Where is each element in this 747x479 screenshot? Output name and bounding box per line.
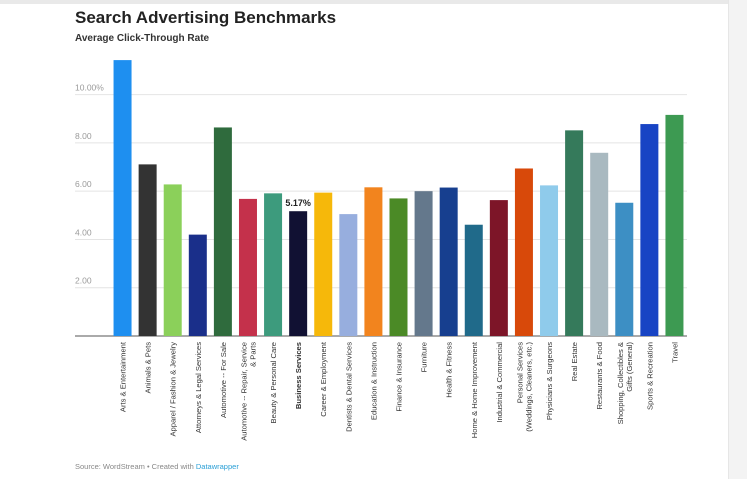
x-tick-label-group: Education & Instruction [369,342,378,420]
bar[interactable] [188,234,207,336]
bar[interactable] [138,164,157,336]
x-tick-label-group: Industrial & Commercial [495,342,504,423]
x-tick-label-group: Finance & Insurance [395,342,404,412]
x-tick-label: Business Services [294,342,303,409]
x-tick-label: Attorneys & Legal Services [194,342,203,433]
x-tick-label-group: Home & Home Improvement [470,341,479,438]
bar[interactable] [163,184,182,336]
bar[interactable] [113,60,132,336]
x-tick-label: Arts & Entertainment [119,341,128,412]
x-tick-label: Career & Employment [319,341,328,417]
y-tick-label: 4.00 [75,227,92,237]
top-edge [0,0,747,4]
x-tick-label: Automotive -- Repair, Service [239,342,248,441]
bar[interactable] [640,124,659,336]
x-tick-label-group: Apparel / Fashion & Jewelry [169,342,178,437]
x-tick-label: Dentists & Dental Services [344,342,353,432]
x-tick-label: Education & Instruction [369,342,378,420]
bar[interactable] [339,214,358,336]
x-tick-label: Industrial & Commercial [495,342,504,423]
x-tick-label-group: Automotive -- For Sale [219,342,228,418]
x-tick-label: Furniture [420,342,429,372]
x-tick-label: Travel [670,342,679,363]
y-tick-label: 10.00% [75,83,104,93]
x-tick-label-group: Dentists & Dental Services [344,342,353,432]
x-tick-label: Automotive -- For Sale [219,342,228,418]
x-tick-label-group: Shopping, Collectibles & Gifts (General) [616,342,634,425]
x-tick-label-group: Business Services [294,342,303,409]
bar[interactable] [289,211,308,336]
chart-subtitle: Average Click-Through Rate [75,33,210,44]
bar[interactable] [364,187,383,336]
bar[interactable] [615,202,634,336]
bar[interactable] [414,191,433,336]
category-labels: Arts & Entertainment Animals & Pets Appare… [119,341,680,441]
chart-title: Search Advertising Benchmarks [75,8,337,27]
x-tick-label: Physicians & Surgeons [545,342,554,420]
y-tick-label: 2.00 [75,276,92,286]
x-tick-label-group: Automotive -- Repair, Service & Parts [239,342,257,441]
x-tick-label-group: Health & Fitness [445,342,454,398]
bar[interactable] [439,187,458,336]
x-tick-label-group: Physicians & Surgeons [545,342,554,420]
x-tick-label-group: Career & Employment [319,341,328,417]
x-tick-label: Real Estate [570,342,579,381]
x-tick-label-group: Personal Services (Weddings, Cleaners, et… [515,342,533,432]
x-tick-label-group: Furniture [420,342,429,372]
x-tick-label: Restaurants & Food [595,342,604,410]
x-tick-label: Finance & Insurance [395,342,404,412]
x-tick-label-group: Restaurants & Food [595,342,604,410]
bar[interactable] [314,192,333,336]
x-tick-label: Home & Home Improvement [470,341,479,438]
bar[interactable] [540,185,559,336]
x-tick-label: Animals & Pets [144,342,153,394]
x-tick-label-group: Real Estate [570,342,579,381]
bars [113,60,684,337]
x-tick-label-group: Animals & Pets [144,342,153,394]
x-tick-label-group: Arts & Entertainment [119,341,128,412]
x-tick-label: Health & Fitness [445,342,454,398]
x-tick-label: (Weddings, Cleaners, etc.) [524,342,533,432]
datawrapper-link[interactable]: Datawrapper [195,462,239,471]
bar[interactable] [489,200,508,336]
x-tick-label: Personal Services [515,342,524,403]
bar[interactable] [264,193,283,336]
bar[interactable] [238,198,257,336]
bar[interactable] [389,198,408,336]
x-tick-label: Gifts (General) [625,342,634,392]
y-tick-label: 8.00 [75,131,92,141]
x-tick-label: & Parts [248,342,257,367]
bar[interactable] [213,127,232,336]
bar[interactable] [590,152,609,336]
x-tick-label-group: Attorneys & Legal Services [194,342,203,433]
x-tick-label-group: Sports & Recreation [645,342,654,410]
y-tick-label: 6.00 [75,179,92,189]
x-tick-label-group: Beauty & Personal Care [269,342,278,423]
bar[interactable] [665,114,684,337]
right-edge [728,0,747,479]
x-tick-label-group: Travel [670,342,679,363]
bar[interactable] [565,130,584,336]
x-tick-label: Sports & Recreation [645,342,654,410]
data-label: 5.17% [285,198,311,208]
x-tick-label: Shopping, Collectibles & [616,342,625,424]
source-text: Source: WordStream • Created with [75,462,196,471]
x-tick-label: Apparel / Fashion & Jewelry [169,342,178,437]
value-labels: 5.17% [285,198,311,208]
chart-footer: Source: WordStream • Created with Datawr… [75,462,239,471]
bar[interactable] [464,224,483,336]
bar[interactable] [514,168,533,336]
x-tick-label: Beauty & Personal Care [269,342,278,423]
